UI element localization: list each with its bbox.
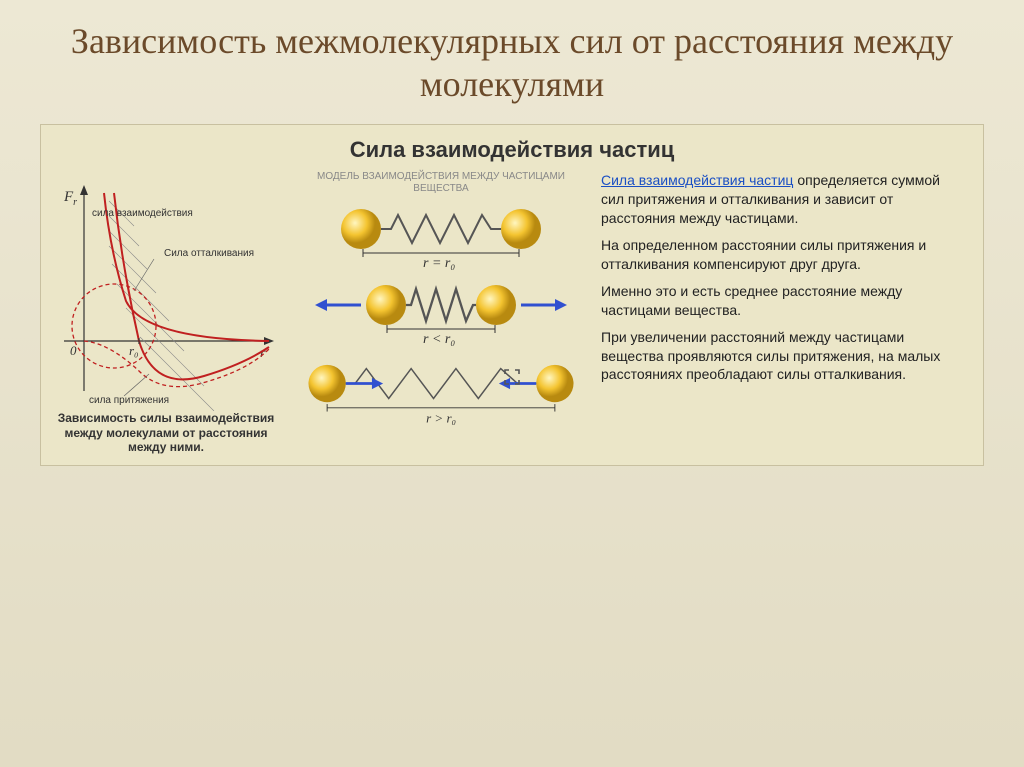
panel-subtitle: Сила взаимодействия частиц bbox=[41, 125, 983, 171]
mid-caption: МОДЕЛЬ ВЗАИМОДЕЙСТВИЯ МЕЖДУ ЧАСТИЦАМИ ВЕ… bbox=[291, 171, 591, 195]
force-graph: Fr r 0 r₀ bbox=[54, 171, 279, 411]
spring-column: МОДЕЛЬ ВЗАИМОДЕЙСТВИЯ МЕЖДУ ЧАСТИЦАМИ ВЕ… bbox=[291, 171, 591, 454]
spring-str-label: r > r₀ bbox=[426, 411, 456, 426]
label-interaction: сила взаимодействия bbox=[92, 208, 193, 219]
content-panel: Сила взаимодействия частиц Fr r 0 r₀ bbox=[40, 124, 984, 465]
paragraph-3: Именно это и есть среднее расстояние меж… bbox=[601, 282, 965, 320]
paragraph-4: При увеличении расстояний между частицам… bbox=[601, 328, 965, 385]
term-link[interactable]: Сила взаимодействия частиц bbox=[601, 172, 793, 188]
spring-eq-label: r = r₀ bbox=[423, 256, 455, 271]
spring-compressed: r < r₀ bbox=[301, 277, 581, 347]
spring-equilibrium: r = r₀ bbox=[301, 201, 581, 271]
paragraph-2: На определенном расстоянии силы притяжен… bbox=[601, 236, 965, 274]
graph-caption: Зависимость силы взаимодействия между мо… bbox=[51, 411, 281, 454]
axis-x-label: r bbox=[260, 346, 266, 361]
label-attraction: сила притяжения bbox=[89, 395, 169, 406]
axis-y-label: Fr bbox=[63, 189, 77, 208]
spring-comp-label: r < r₀ bbox=[423, 332, 455, 347]
label-repulsion: Сила отталкивания bbox=[164, 248, 254, 259]
expand-icon[interactable] bbox=[504, 369, 520, 385]
r0-label: r₀ bbox=[129, 343, 139, 358]
graph-column: Fr r 0 r₀ bbox=[51, 171, 281, 454]
hatch-upper bbox=[109, 201, 214, 411]
main-row: Fr r 0 r₀ bbox=[41, 171, 983, 464]
spring-stretched: r > r₀ bbox=[301, 353, 581, 429]
paragraph-1: Сила взаимодействия частиц определяется … bbox=[601, 171, 965, 228]
slide-title: Зависимость межмолекулярных сил от расст… bbox=[40, 20, 984, 106]
text-column: Сила взаимодействия частиц определяется … bbox=[601, 171, 973, 454]
